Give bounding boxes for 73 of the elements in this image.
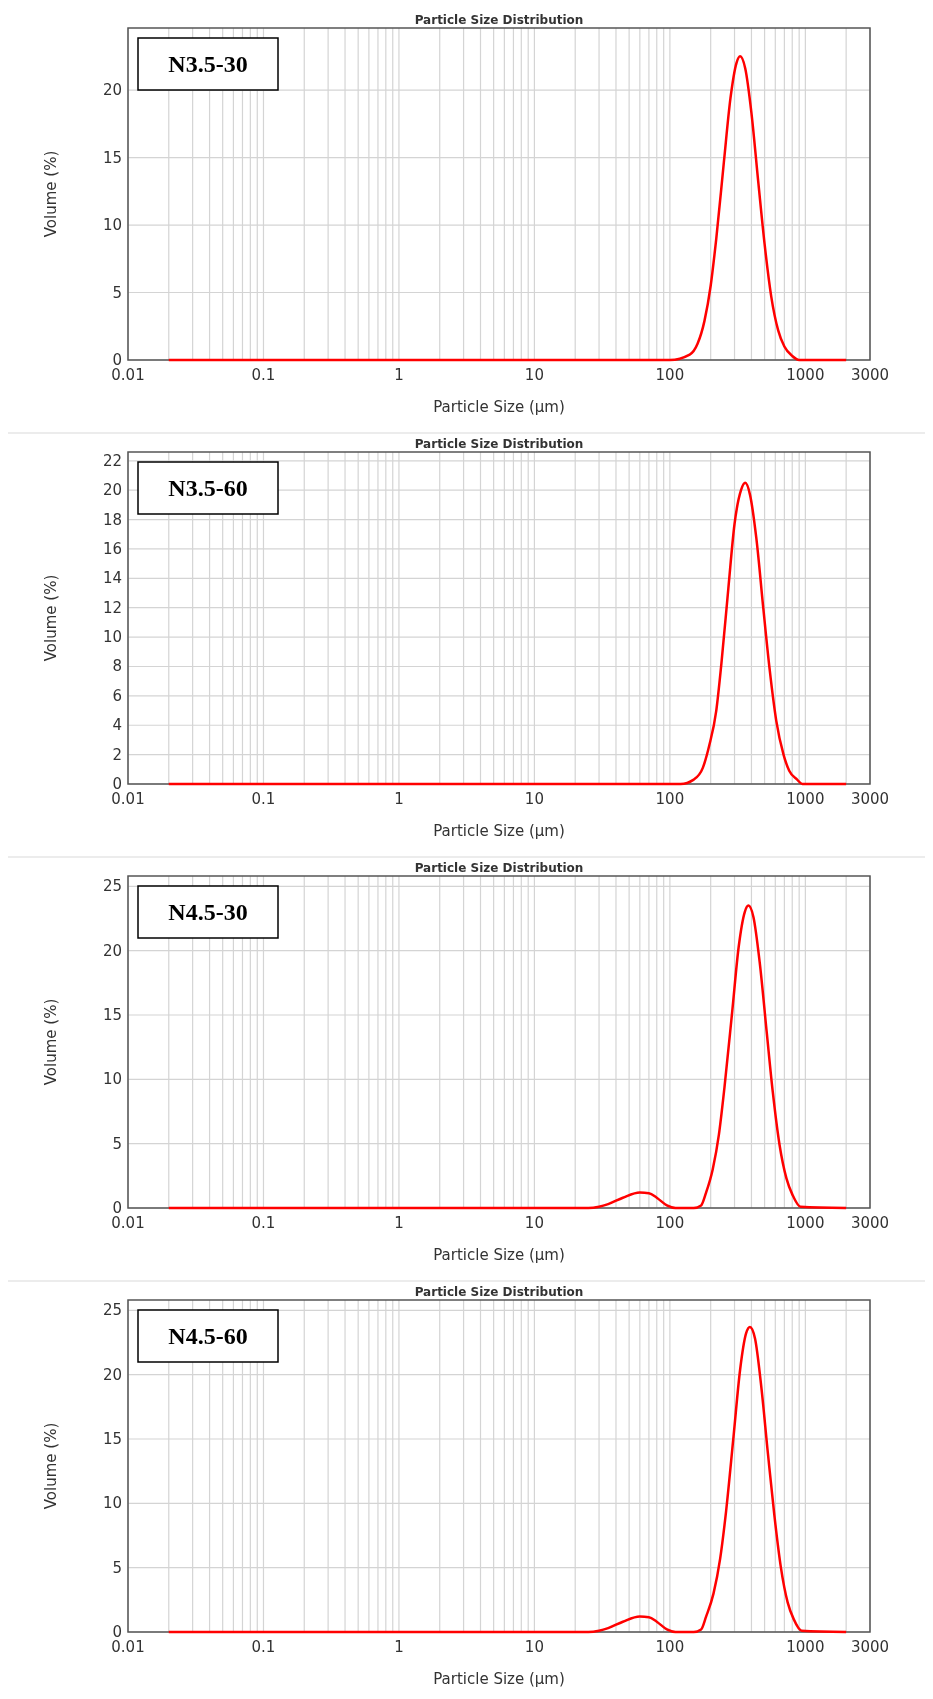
chart-title: Particle Size Distribution: [414, 13, 584, 27]
y-tick-label: 14: [102, 569, 122, 588]
x-tick-label: 1: [394, 1638, 404, 1656]
y-tick-label: 25: [102, 877, 122, 896]
x-tick-label: 1: [394, 1214, 404, 1232]
x-tick-label: 100: [655, 366, 685, 384]
y-tick-label: 20: [102, 1365, 122, 1384]
y-tick-label: 20: [102, 941, 122, 960]
y-tick-label: 10: [102, 216, 122, 235]
x-tick-label: 1: [394, 790, 404, 808]
x-tick-label: 10: [524, 1214, 544, 1232]
annotation: N3.5-30: [168, 51, 248, 77]
x-tick-label: 1: [394, 366, 404, 384]
x-axis-title: Particle Size (µm): [433, 822, 565, 840]
x-tick-label: 0.01: [111, 790, 145, 808]
x-axis-title: Particle Size (µm): [433, 1246, 565, 1264]
y-tick-label: 0: [112, 351, 122, 369]
x-tick-label: 3000: [850, 790, 890, 808]
x-tick-label: 3000: [850, 1214, 890, 1232]
y-tick-label: 5: [112, 1134, 122, 1153]
y-tick-label: 15: [102, 148, 122, 167]
x-tick-label: 10: [524, 1638, 544, 1656]
y-tick-label: 25: [102, 1301, 122, 1320]
y-tick-label: 20: [102, 481, 122, 500]
y-tick-label: 12: [102, 598, 122, 617]
chart-title: Particle Size Distribution: [414, 1285, 584, 1299]
x-tick-label: 3000: [850, 366, 890, 384]
y-tick-label: 10: [102, 628, 122, 647]
annotation: N4.5-60: [168, 1323, 248, 1349]
y-tick-label: 0: [112, 1623, 122, 1641]
chart-title: Particle Size Distribution: [414, 861, 584, 875]
x-tick-label: 10: [524, 790, 544, 808]
y-tick-label: 10: [102, 1070, 122, 1089]
y-axis-title: Volume (%): [42, 998, 60, 1086]
y-tick-label: 6: [112, 686, 122, 705]
x-tick-label: 1000: [786, 366, 825, 384]
y-tick-label: 18: [102, 510, 122, 529]
x-tick-label: 100: [655, 1638, 685, 1656]
y-tick-label: 15: [102, 1005, 122, 1024]
x-tick-label: 0.01: [111, 1638, 145, 1656]
x-tick-label: 0.01: [111, 366, 145, 384]
x-tick-label: 100: [655, 790, 685, 808]
x-tick-label: 0.01: [111, 1214, 145, 1232]
x-tick-label: 10: [524, 366, 544, 384]
y-tick-label: 8: [112, 657, 122, 676]
y-tick-label: 5: [112, 283, 122, 302]
y-axis-title: Volume (%): [42, 150, 60, 238]
x-tick-label: 0.1: [251, 1638, 276, 1656]
x-tick-label: 1000: [786, 1214, 825, 1232]
y-tick-label: 10: [102, 1494, 122, 1513]
y-tick-label: 20: [102, 81, 122, 100]
x-tick-label: 0.1: [251, 790, 276, 808]
x-tick-label: 0.1: [251, 366, 276, 384]
y-tick-label: 0: [112, 775, 122, 793]
y-tick-label: 5: [112, 1558, 122, 1577]
y-tick-label: 2: [112, 745, 122, 764]
y-tick-label: 16: [102, 539, 122, 558]
chart-title: Particle Size Distribution: [414, 437, 584, 451]
x-tick-label: 100: [655, 1214, 685, 1232]
x-axis-title: Particle Size (µm): [433, 398, 565, 416]
y-tick-label: 0: [112, 1199, 122, 1217]
y-tick-label: 22: [102, 451, 122, 470]
y-tick-label: 4: [112, 716, 122, 735]
x-tick-label: 1000: [786, 1638, 825, 1656]
y-tick-label: 15: [102, 1429, 122, 1448]
x-tick-label: 1000: [786, 790, 825, 808]
x-tick-label: 0.1: [251, 1214, 276, 1232]
y-axis-title: Volume (%): [42, 574, 60, 662]
x-axis-title: Particle Size (µm): [433, 1670, 565, 1688]
annotation: N4.5-30: [168, 899, 248, 925]
y-axis-title: Volume (%): [42, 1422, 60, 1510]
annotation: N3.5-60: [168, 475, 248, 501]
x-tick-label: 3000: [850, 1638, 890, 1656]
